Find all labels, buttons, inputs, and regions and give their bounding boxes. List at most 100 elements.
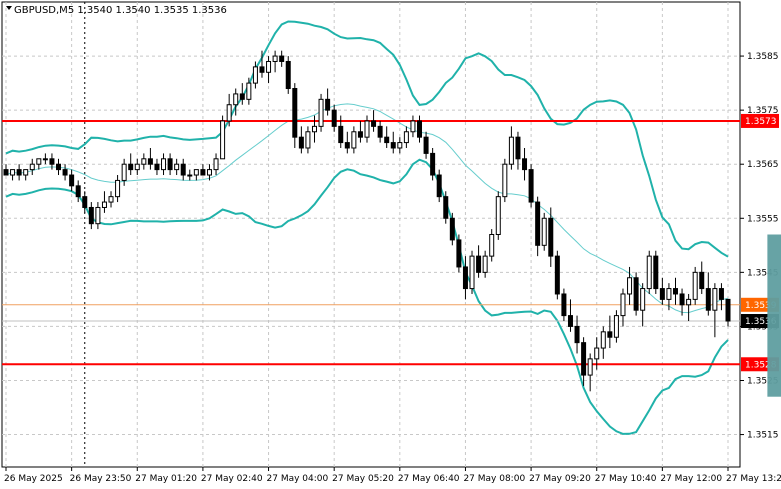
candle-body <box>528 169 534 203</box>
candle-body <box>180 163 186 176</box>
candle-body <box>462 266 468 290</box>
candle-body <box>581 342 587 376</box>
candle-body <box>640 288 646 311</box>
candle-body <box>390 142 396 149</box>
candle-body <box>134 163 140 171</box>
candle-body <box>69 174 75 187</box>
candle-body <box>200 169 206 176</box>
x-tick-label: 26 May 2025 <box>4 474 63 484</box>
candle-body <box>659 288 665 300</box>
candle-body <box>686 298 692 306</box>
candle-body <box>666 288 672 300</box>
candle-body <box>410 120 416 133</box>
candle-body <box>206 169 212 176</box>
candle-body <box>561 293 567 317</box>
candle-body <box>613 315 619 338</box>
candle-body <box>29 163 35 171</box>
x-tick-label: 26 May 23:50 <box>70 474 132 484</box>
moving-average-line <box>5 103 729 314</box>
candle-body <box>154 163 160 171</box>
candle-body <box>161 158 167 171</box>
candle-body <box>600 331 606 349</box>
x-tick-label: 27 May 10:40 <box>595 474 657 484</box>
candle-body <box>607 331 613 338</box>
candle-body <box>705 288 711 311</box>
candle-body <box>554 255 560 295</box>
candle-body <box>16 169 22 176</box>
chart-title: GBPUSD,M5 1.3540 1.3540 1.3535 1.3536 <box>14 5 227 16</box>
candle-body <box>574 325 580 344</box>
candle-body <box>469 255 475 290</box>
candle-body <box>147 158 153 165</box>
candle-body <box>403 131 409 144</box>
candle-body <box>252 66 258 84</box>
candle-body <box>318 98 324 127</box>
price-level-tag <box>741 113 779 128</box>
candle-body <box>115 179 121 198</box>
x-tick-label: 27 May 06:40 <box>398 474 460 484</box>
candle-body <box>502 163 508 198</box>
candle-body <box>285 60 291 90</box>
candle-body <box>725 298 731 322</box>
candle-body <box>594 347 600 360</box>
candle-body <box>167 158 173 171</box>
y-tick-label: 1.3585 <box>747 52 779 62</box>
candle-body <box>305 131 311 149</box>
current-price-label: 1.3536 <box>745 317 777 327</box>
candle-body <box>36 158 42 165</box>
candle-body <box>627 277 633 295</box>
candle-body <box>75 185 81 198</box>
candle-body <box>239 93 245 100</box>
candle-body <box>174 163 180 171</box>
candle-body <box>325 98 331 111</box>
candle-body <box>515 136 521 160</box>
candle-body <box>364 120 370 138</box>
candle-body <box>351 131 357 149</box>
x-tick-label: 27 May 13:20 <box>726 474 781 484</box>
x-tick-label: 27 May 01:20 <box>135 474 197 484</box>
candle-body <box>692 271 698 300</box>
plot-frame <box>1 1 741 468</box>
candle-body <box>10 169 16 176</box>
candle-body <box>567 315 573 327</box>
candle-body <box>535 201 541 246</box>
candle-body <box>430 152 436 176</box>
candle-body <box>495 196 501 236</box>
candle-body <box>620 293 626 317</box>
price-level-label: 1.3573 <box>745 117 777 127</box>
candle-body <box>3 169 9 176</box>
upper-band-line <box>5 20 729 258</box>
price-level-label: 1.3539 <box>745 301 777 311</box>
candle-body <box>423 136 429 154</box>
candle-body <box>62 169 68 176</box>
candle-body <box>541 217 547 246</box>
candle-body <box>377 125 383 138</box>
candle-body <box>121 163 127 181</box>
candle-body <box>633 277 639 311</box>
candle-body <box>653 255 659 290</box>
candle-body <box>443 196 449 219</box>
candle-body <box>587 358 593 376</box>
candle-body <box>449 217 455 241</box>
candle-body <box>508 136 514 165</box>
x-tick-label: 27 May 08:00 <box>463 474 525 484</box>
highlight-box <box>767 234 781 397</box>
x-tick-label: 27 May 12:00 <box>660 474 722 484</box>
candle-body <box>344 142 350 149</box>
candle-body <box>338 125 344 144</box>
x-tick-label: 27 May 05:20 <box>332 474 394 484</box>
candle-body <box>246 82 252 100</box>
candle-body <box>718 288 724 300</box>
candle-body <box>489 234 495 257</box>
candle-body <box>456 239 462 268</box>
price-level-label: 1.3528 <box>745 360 777 370</box>
candle-body <box>95 206 101 225</box>
candle-body <box>101 201 107 208</box>
candle-body <box>292 88 298 138</box>
candle-body <box>259 66 265 73</box>
candle-body <box>49 158 55 165</box>
candle-body <box>672 288 678 295</box>
candle-body <box>699 271 705 290</box>
candle-body <box>233 93 239 106</box>
